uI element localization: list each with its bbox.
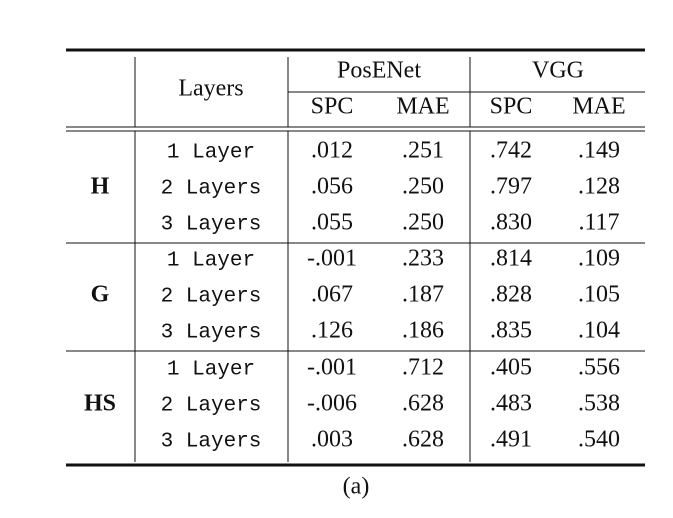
cell-value: .187	[402, 282, 444, 308]
layer-label: 3 Layers	[161, 431, 262, 454]
caption: (a)	[343, 474, 370, 500]
cell-value: .835	[490, 318, 532, 344]
cell-value: .483	[490, 391, 532, 417]
layer-label: 2 Layers	[161, 286, 262, 309]
cell-value: .828	[490, 282, 532, 308]
cell-value: .405	[490, 355, 532, 381]
header-metric: MAE	[572, 94, 625, 120]
cell-value: .830	[490, 210, 532, 236]
group-label: HS	[84, 391, 116, 417]
layer-label: 2 Layers	[161, 178, 262, 201]
cell-value: .556	[578, 355, 620, 381]
cell-value: .628	[402, 427, 444, 453]
header-metric: SPC	[311, 94, 354, 120]
header-layers: Layers	[178, 76, 243, 102]
cell-value: .104	[578, 318, 620, 344]
layer-label: 3 Layers	[161, 322, 262, 345]
cell-value: .126	[311, 318, 353, 344]
cell-value: .628	[402, 391, 444, 417]
cell-value: .105	[578, 282, 620, 308]
cell-value: .149	[578, 138, 620, 164]
cell-value: .117	[578, 210, 619, 236]
header-model: VGG	[532, 58, 584, 84]
cell-value: .491	[490, 427, 532, 453]
header-model: PosENet	[337, 58, 421, 84]
cell-value: .109	[578, 246, 620, 272]
cell-value: .128	[578, 174, 620, 200]
layer-label: 1 Layer	[167, 142, 255, 165]
cell-value: .251	[402, 138, 444, 164]
cell-value: .056	[311, 174, 353, 200]
group-label: G	[91, 282, 110, 308]
cell-value: -.001	[307, 355, 357, 381]
cell-value: .712	[402, 355, 444, 381]
cell-value: .003	[311, 427, 353, 453]
cell-value: .012	[311, 138, 353, 164]
cell-value: .055	[311, 210, 353, 236]
cell-value: .186	[402, 318, 444, 344]
header-metric: SPC	[490, 94, 533, 120]
header-metric: MAE	[396, 94, 449, 120]
cell-value: -.001	[307, 246, 357, 272]
group-label: H	[91, 174, 110, 200]
layer-label: 3 Layers	[161, 214, 262, 237]
cell-value: -.006	[307, 391, 357, 417]
cell-value: .067	[311, 282, 353, 308]
cell-value: .742	[490, 138, 532, 164]
layer-label: 1 Layer	[167, 250, 255, 273]
cell-value: .250	[402, 210, 444, 236]
cell-value: .797	[490, 174, 532, 200]
cell-value: .233	[402, 246, 444, 272]
cell-value: .250	[402, 174, 444, 200]
cell-value: .814	[490, 246, 532, 272]
cell-value: .538	[578, 391, 620, 417]
cell-value: .540	[578, 427, 620, 453]
layer-label: 1 Layer	[167, 359, 255, 382]
layer-label: 2 Layers	[161, 395, 262, 418]
